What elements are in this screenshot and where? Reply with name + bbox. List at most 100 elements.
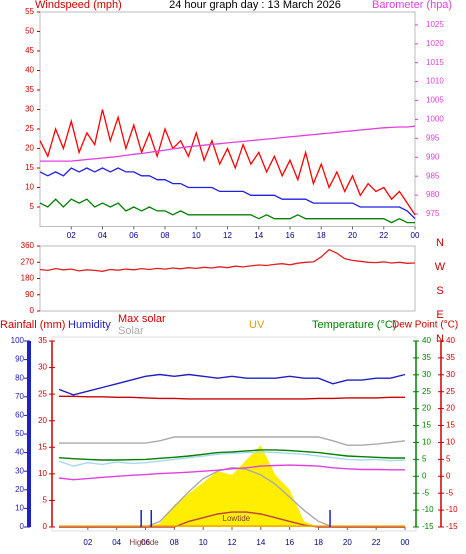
y-tick-label: 55: [25, 7, 34, 16]
y-tick-label: 40: [422, 336, 431, 345]
y2-tick-label: 1020: [426, 39, 444, 48]
y-tick-label: 90: [25, 290, 34, 299]
y-tick-label: 20: [422, 404, 431, 413]
y-tick-label: 0: [30, 306, 35, 315]
y2-tick-label: 990: [426, 152, 440, 161]
x-tick-label: 00: [401, 538, 410, 547]
series-line: [39, 198, 415, 224]
y-tick-label: 0: [446, 471, 451, 480]
y-tick-label: 80: [15, 373, 24, 382]
series-line: [58, 449, 405, 461]
y-tick-label: 25: [38, 389, 47, 398]
x-tick-label: 12: [223, 231, 232, 240]
y2-tick-label: 1000: [426, 115, 444, 124]
y2-tick-label: 1005: [426, 96, 444, 105]
y-tick-label: 360: [21, 241, 35, 250]
y-tick-label: 0: [20, 522, 25, 531]
y2-tick-label: 995: [426, 133, 440, 142]
y-tick-label: 10: [25, 183, 34, 192]
series-line: [59, 511, 405, 528]
y-tick-label: 50: [15, 429, 24, 438]
y-tick-label: 90: [15, 355, 24, 364]
axis-title: UV: [249, 319, 265, 331]
y-tick-label: 15: [38, 442, 47, 451]
y-tick-label: 35: [25, 85, 34, 94]
y-tick-label: 50: [25, 27, 34, 36]
series-line: [58, 464, 405, 481]
series-line: [58, 373, 406, 396]
y-tick-label: 20: [38, 416, 47, 425]
y-tick-label: 30: [15, 466, 24, 475]
y2-tick-label: 980: [426, 190, 440, 199]
y-tick-label: 0: [43, 522, 48, 531]
y2-tick-label: 1015: [426, 58, 444, 67]
annotation: Lowtide: [223, 514, 251, 523]
compass-label: N: [436, 237, 444, 249]
y-tick-label: 30: [446, 370, 455, 379]
y-tick-label: 180: [21, 274, 35, 283]
series-line: [39, 109, 416, 216]
compass-label: E: [436, 309, 443, 321]
series-line: [58, 451, 406, 467]
x-tick-label: 02: [67, 231, 76, 240]
series-line: [39, 167, 416, 220]
y-tick-label: 15: [422, 421, 431, 430]
x-tick-label: 22: [379, 231, 388, 240]
y-tick-label: 10: [422, 438, 431, 447]
x-tick-label: 10: [199, 538, 208, 547]
compass-label: W: [435, 261, 446, 273]
plot-frame: [39, 11, 416, 227]
y-tick-label: 5: [30, 202, 35, 211]
y-tick-label: 70: [15, 392, 24, 401]
series-area: [59, 445, 405, 527]
series-line: [40, 125, 416, 162]
y-tick-label: 5: [422, 454, 427, 463]
y-tick-label: 40: [446, 336, 455, 345]
y-tick-label: -10: [422, 505, 434, 514]
y2-axis-title: Barometer (hpa): [372, 0, 452, 11]
series-line: [39, 248, 416, 272]
axis-title: Dew Point (°C): [392, 320, 458, 331]
x-tick-label: 16: [285, 538, 294, 547]
y-tick-label: 30: [422, 370, 431, 379]
y2-tick-label: 1025: [426, 20, 444, 29]
y-tick-label: 10: [38, 469, 47, 478]
axis-title: Rainfall (mm): [0, 319, 65, 331]
compass-label: N: [436, 333, 444, 345]
x-tick-label: 08: [170, 538, 179, 547]
x-tick-label: 00: [411, 231, 420, 240]
x-tick-label: 20: [343, 538, 352, 547]
y-tick-label: 20: [15, 485, 24, 494]
y2-tick-label: 1010: [426, 77, 444, 86]
y-tick-label: 35: [422, 353, 431, 362]
plot-frame: [39, 245, 416, 312]
y-tick-label: 30: [38, 363, 47, 372]
y-tick-label: 35: [446, 353, 455, 362]
y2-tick-label: 975: [426, 209, 440, 218]
y-tick-label: 15: [25, 163, 34, 172]
y-tick-label: 270: [21, 257, 35, 266]
x-tick-label: 04: [112, 538, 121, 547]
y-tick-label: 100: [11, 336, 25, 345]
x-tick-label: 02: [83, 538, 92, 547]
x-tick-label: 18: [314, 538, 323, 547]
y-tick-label: 10: [446, 438, 455, 447]
x-tick-label: 06: [141, 538, 150, 547]
x-tick-label: 06: [129, 231, 138, 240]
x-tick-label: 22: [372, 538, 381, 547]
y-tick-label: -15: [446, 522, 458, 531]
axis-title: Temperature (°C): [312, 319, 396, 331]
series-line: [59, 436, 406, 446]
compass-label: S: [436, 285, 443, 297]
y-tick-label: 5: [43, 496, 48, 505]
y-tick-label: -5: [446, 488, 454, 497]
x-tick-label: 20: [348, 231, 357, 240]
y2-tick-label: 985: [426, 171, 440, 180]
y-tick-label: 25: [422, 387, 431, 396]
x-tick-label: 08: [161, 231, 170, 240]
axis-title: Max solar: [118, 313, 166, 325]
y-tick-label: 40: [15, 448, 24, 457]
y-tick-label: 5: [446, 454, 451, 463]
x-tick-label: 16: [286, 231, 295, 240]
